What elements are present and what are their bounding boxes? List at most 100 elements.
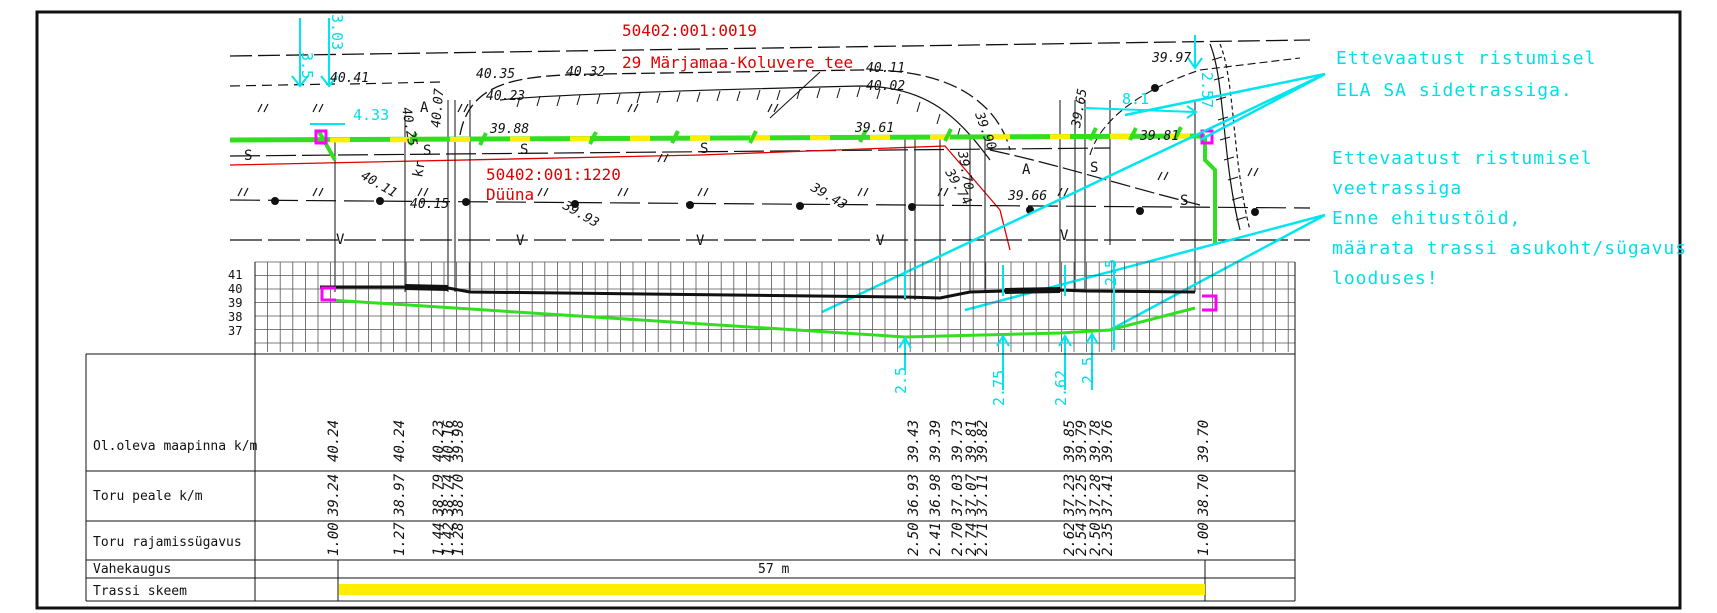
- cell-ground: 39.79: [1074, 420, 1090, 463]
- row-label-pipe: Toru peale k/m: [93, 489, 203, 504]
- spot-height: 40.25: [398, 106, 420, 147]
- row-label-ground: Ol.oleva maapinna k/m: [93, 439, 258, 454]
- parcel-boundary-red: [229, 145, 1011, 251]
- profile-cyan-dims: [898, 262, 1115, 390]
- spot-height: 40.23: [486, 89, 525, 104]
- boundary-line-2: [229, 81, 441, 87]
- distance-value: 57 m: [758, 562, 789, 577]
- y-tick-labels: 41 40 39 38 37: [228, 268, 242, 338]
- profile-table: Ol.oleva maapinna k/m Toru peale k/m Tor…: [85, 262, 1296, 602]
- cable-line-s2: [989, 149, 1201, 206]
- note-line: määrata trassi asukoht/sügavus: [1332, 238, 1687, 259]
- road-curve: [459, 69, 1011, 151]
- cell-depth: 2.62: [1062, 522, 1078, 556]
- cell-pipe: 38.70: [1196, 474, 1212, 517]
- s-mark: S: [244, 148, 252, 164]
- spot-height: 39.43: [807, 180, 849, 213]
- dot-markers: [271, 84, 1259, 216]
- v-mark: V: [336, 232, 345, 248]
- trench-scheme-bar: [339, 584, 1205, 595]
- cell-depth: 1.00: [326, 522, 342, 556]
- cell-ground: 39.70: [1196, 420, 1212, 463]
- y-tick: 39: [228, 296, 242, 310]
- cell-pipe: 38.74: [441, 474, 457, 517]
- cell-pipe: 38.79: [431, 474, 447, 517]
- table-values: 40.2439.241.0040.2438.971.2740.2338.791.…: [326, 420, 1212, 556]
- cell-ground: 39.81: [964, 420, 980, 463]
- y-tick: 41: [228, 268, 242, 282]
- plot-parcel-name: Düüna: [486, 185, 534, 204]
- profile-dim: 2.62: [1052, 370, 1070, 406]
- cell-ground: 39.43: [906, 420, 922, 463]
- spot-height: 39.61: [854, 121, 894, 136]
- s-mark: S: [520, 142, 528, 158]
- spot-height: 40.35: [476, 67, 515, 82]
- note-line: Enne ehitustöid,: [1332, 208, 1521, 229]
- road-parcel-name: 29 Märjamaa-Koluvere tee: [622, 53, 853, 72]
- cell-pipe: 37.28: [1088, 474, 1104, 517]
- y-tick: 40: [228, 282, 242, 296]
- y-tick: 37: [228, 324, 242, 338]
- note-line: veetrassiga: [1332, 178, 1462, 199]
- cell-ground: 40.24: [326, 420, 342, 462]
- cell-pipe: 37.07: [964, 473, 980, 517]
- cell-pipe: 38.97: [392, 473, 408, 517]
- spot-height: 40.32: [566, 65, 605, 80]
- spot-height: 39.88: [489, 122, 529, 137]
- notes: Ettevaatust ristumisel ELA SA sidetrassi…: [821, 48, 1687, 332]
- a-mark: A: [420, 100, 429, 116]
- cell-ground: 39.76: [1100, 420, 1116, 463]
- cell-depth: 1.28: [451, 522, 467, 556]
- s-mark: S: [1180, 193, 1188, 209]
- kr-mark: kr: [410, 159, 429, 178]
- pipe-start-green: [316, 129, 337, 161]
- cell-ground: 39.39: [928, 420, 944, 463]
- boundary-line-top: [229, 39, 1311, 57]
- note-line: looduses!: [1332, 268, 1439, 289]
- row-label-depth: Toru rajamissügavus: [93, 535, 242, 550]
- v-mark: V: [696, 233, 705, 249]
- y-tick: 38: [228, 310, 242, 324]
- cell-ground: 39.98: [451, 420, 467, 463]
- table-lines: [85, 262, 1296, 602]
- cell-depth: 2.50: [1088, 522, 1104, 556]
- spot-height: 39.90: [971, 109, 999, 152]
- profile-dim: 2.5: [892, 367, 910, 394]
- pipe-profile-green: [329, 298, 1196, 339]
- cell-depth: 2.54: [1074, 522, 1090, 556]
- road-edge: [499, 85, 991, 161]
- s-mark: S: [1090, 160, 1098, 176]
- note-line: ELA SA sidetrassiga.: [1336, 80, 1573, 101]
- row-label-scheme: Trassi skeem: [93, 584, 187, 599]
- cell-ground: 39.78: [1088, 420, 1104, 463]
- cable-line-s: [229, 147, 1111, 157]
- profile-dim: 2.5: [1079, 357, 1097, 384]
- dim-35: 3.5: [298, 52, 316, 79]
- cell-depth: 1.27: [392, 522, 408, 556]
- s-mark: S: [700, 141, 708, 157]
- note-line: Ettevaatust ristumisel: [1336, 48, 1596, 69]
- cell-pipe: 38.70: [451, 474, 467, 517]
- cell-depth: 2.74: [964, 522, 980, 556]
- cell-depth: 2.70: [950, 522, 966, 556]
- pipe-trench-yellow-dash: [329, 133, 1206, 143]
- sheet-frame: [35, 10, 1682, 610]
- cell-depth: 2.50: [906, 522, 922, 556]
- road-name-leader: [769, 71, 821, 119]
- cell-ground: 39.82: [975, 420, 991, 463]
- cell-depth: 2.35: [1100, 522, 1116, 556]
- spot-height: 40.11: [358, 168, 399, 201]
- cell-ground: 39.73: [950, 420, 966, 463]
- plan-cyan-dims: [291, 18, 1203, 125]
- cell-pipe: 37.41: [1100, 474, 1116, 517]
- spot-height: 39.65: [1069, 87, 1091, 129]
- hatch-marks: [237, 103, 1259, 197]
- spot-height: 39.97: [1151, 51, 1191, 66]
- start-marker-profile: [320, 286, 336, 302]
- cell-pipe: 36.98: [928, 474, 944, 517]
- spot-height: 40.11: [866, 61, 905, 76]
- v-mark: V: [876, 233, 885, 249]
- cell-ground: 40.16: [441, 420, 457, 462]
- spot-height: 39.70: [954, 149, 976, 191]
